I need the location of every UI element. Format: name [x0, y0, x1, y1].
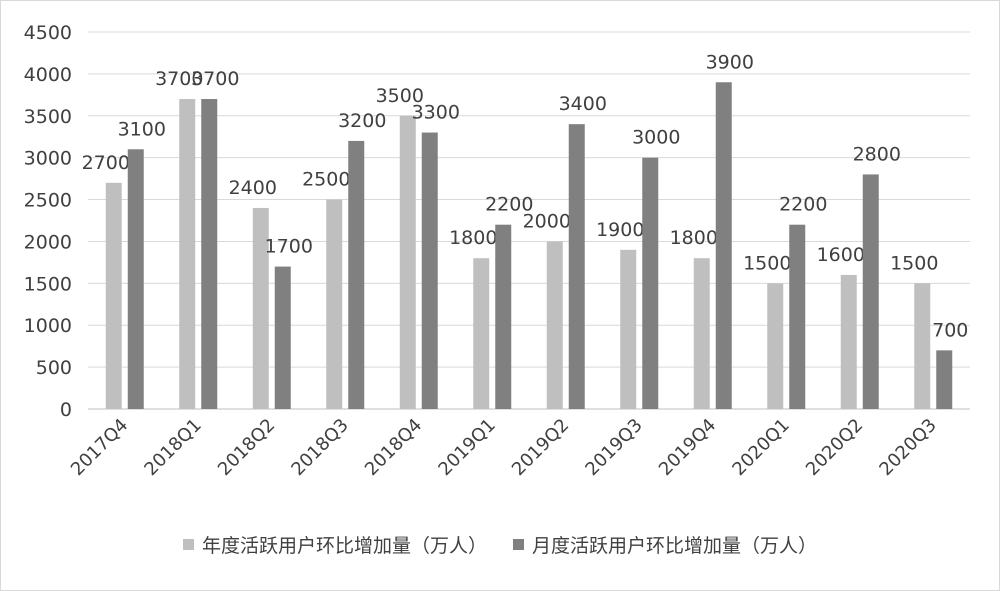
data-label: 3000 — [632, 127, 680, 149]
bar-annual — [620, 249, 637, 409]
legend-label-annual: 年度活跃用户环比增加量（万人） — [201, 535, 487, 557]
data-label: 1500 — [890, 252, 938, 274]
data-label: 2800 — [853, 143, 901, 165]
x-tick-label: 2019Q1 — [434, 415, 499, 480]
bar-monthly — [421, 132, 438, 410]
bar-annual — [693, 258, 710, 409]
y-tick-label: 4500 — [24, 22, 72, 44]
bar-monthly — [201, 99, 218, 410]
data-label: 1500 — [743, 252, 791, 274]
data-label: 1700 — [265, 236, 313, 258]
bar-annual — [179, 99, 196, 410]
data-label: 2700 — [82, 152, 130, 174]
y-tick-label: 3500 — [24, 106, 72, 128]
data-label: 2400 — [229, 177, 277, 199]
bar-monthly — [715, 82, 732, 410]
legend-label-monthly: 月度活跃用户环比增加量（万人） — [532, 535, 818, 557]
x-tick-label: 2020Q1 — [728, 415, 793, 480]
bar-monthly — [936, 350, 953, 409]
bar-annual — [914, 283, 931, 409]
bar-monthly — [789, 224, 806, 409]
bar-monthly — [568, 124, 585, 410]
y-tick-label: 2000 — [24, 231, 72, 253]
data-label: 3300 — [412, 102, 460, 124]
bar-annual — [473, 258, 490, 409]
x-tick-label: 2018Q2 — [214, 415, 279, 480]
bar-monthly — [348, 140, 365, 409]
data-label: 700 — [932, 319, 968, 341]
data-label: 2000 — [523, 210, 571, 232]
data-label: 3700 — [155, 68, 203, 90]
y-tick-label: 0 — [60, 399, 72, 421]
bar-monthly — [495, 224, 512, 409]
legend-item-monthly: 月度活跃用户环比增加量（万人） — [513, 531, 817, 558]
bar-monthly — [274, 266, 291, 409]
bar-annual — [252, 207, 269, 409]
x-tick-label: 2017Q4 — [67, 415, 132, 480]
bar-annual — [399, 115, 416, 410]
x-tick-label: 2020Q3 — [875, 415, 940, 480]
y-tick-label: 1500 — [24, 273, 72, 295]
legend: 年度活跃用户环比增加量（万人） 月度活跃用户环比增加量（万人） — [0, 531, 1000, 558]
data-label: 3100 — [118, 118, 166, 140]
bar-annual — [105, 182, 122, 409]
data-label: 3400 — [559, 93, 607, 115]
data-label: 3200 — [338, 110, 386, 132]
data-label: 1900 — [596, 219, 644, 241]
x-tick-label: 2020Q2 — [802, 415, 867, 480]
bar-monthly — [862, 174, 879, 409]
x-tick-label: 2019Q3 — [581, 415, 646, 480]
bar-annual — [840, 274, 857, 409]
x-tick-label: 2019Q4 — [655, 415, 720, 480]
legend-swatch-monthly — [513, 539, 524, 550]
y-tick-label: 4000 — [24, 64, 72, 86]
bar-annual — [326, 199, 343, 409]
y-tick-label: 2500 — [24, 190, 72, 212]
data-label: 3700 — [191, 68, 239, 90]
legend-item-annual: 年度活跃用户环比增加量（万人） — [182, 531, 487, 558]
data-label: 2500 — [302, 169, 350, 191]
y-tick-label: 1000 — [24, 315, 72, 337]
data-label: 1800 — [670, 227, 718, 249]
bar-annual — [546, 241, 563, 409]
y-tick-label: 500 — [36, 357, 72, 379]
data-label: 2200 — [779, 194, 827, 216]
data-label: 2200 — [485, 194, 533, 216]
x-tick-label: 2018Q4 — [361, 415, 426, 480]
legend-swatch-annual — [182, 539, 194, 550]
x-tick-label: 2018Q3 — [287, 415, 352, 480]
bar-monthly — [127, 149, 144, 410]
bar-annual — [767, 283, 784, 409]
bar-monthly — [642, 157, 659, 409]
x-tick-label: 2018Q1 — [140, 415, 205, 480]
data-label: 1600 — [817, 244, 865, 266]
x-tick-label: 2019Q2 — [508, 415, 573, 480]
data-label: 1800 — [449, 227, 497, 249]
y-tick-label: 3000 — [24, 148, 72, 170]
data-label: 3500 — [376, 85, 424, 107]
data-label: 3900 — [706, 51, 754, 73]
